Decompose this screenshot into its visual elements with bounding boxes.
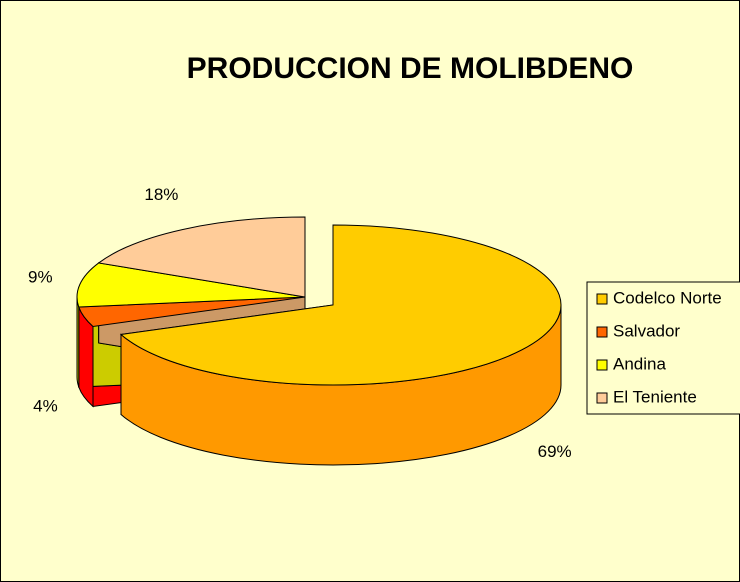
legend-label: Andina [613,354,666,373]
legend-swatch [596,326,608,338]
data-label: 69% [538,442,572,461]
slice-wall [76,296,80,388]
legend-swatch [596,359,608,371]
legend [586,281,740,415]
legend-swatch [596,392,608,404]
data-label: 9% [28,268,53,287]
legend-label: El Teniente [613,387,697,406]
data-label: 4% [33,396,58,415]
slice [97,216,306,298]
chart-title: PRODUCCION DE MOLIBDENO [187,52,634,85]
legend-swatch [596,293,608,305]
legend-label: Codelco Norte [613,288,722,307]
slice [119,224,562,386]
legend-label: Salvador [613,321,680,340]
slice [76,262,306,308]
data-label: 18% [144,185,178,204]
